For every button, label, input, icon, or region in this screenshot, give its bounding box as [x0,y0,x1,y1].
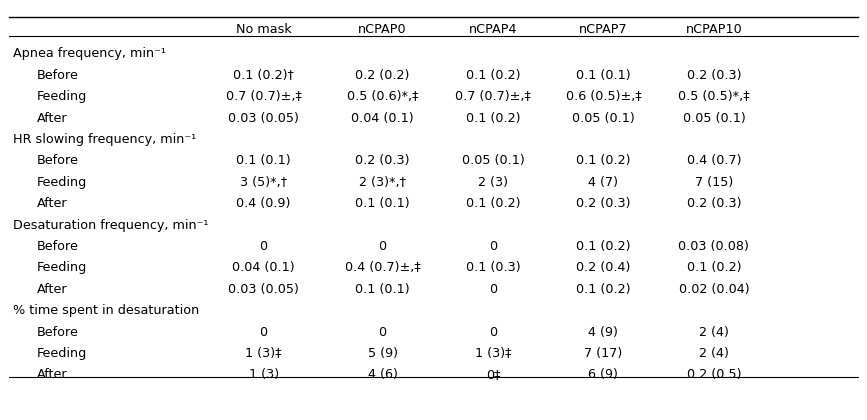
Text: nCPAP4: nCPAP4 [469,23,518,36]
Text: 0.2 (0.2): 0.2 (0.2) [355,69,410,82]
Text: 0.1 (0.2): 0.1 (0.2) [687,261,741,274]
Text: 0: 0 [259,240,268,253]
Text: 0.5 (0.5)*,‡: 0.5 (0.5)*,‡ [678,90,750,103]
Text: Feeding: Feeding [36,261,87,274]
Text: 0.1 (0.2): 0.1 (0.2) [466,69,520,82]
Text: 0.05 (0.1): 0.05 (0.1) [682,112,746,125]
Text: % time spent in desaturation: % time spent in desaturation [13,304,199,317]
Text: 0.2 (0.3): 0.2 (0.3) [687,69,741,82]
Text: 0.2 (0.3): 0.2 (0.3) [355,155,410,167]
Text: 0: 0 [489,283,497,296]
Text: Before: Before [36,240,79,253]
Text: 1 (3)‡: 1 (3)‡ [475,347,512,360]
Text: 4 (6): 4 (6) [368,368,397,381]
Text: 0.1 (0.1): 0.1 (0.1) [355,283,410,296]
Text: Before: Before [36,155,79,167]
Text: After: After [36,283,68,296]
Text: Apnea frequency, min⁻¹: Apnea frequency, min⁻¹ [13,47,166,60]
Text: 0.1 (0.2): 0.1 (0.2) [577,283,630,296]
Text: No mask: No mask [236,23,291,36]
Text: 0.1 (0.2): 0.1 (0.2) [577,240,630,253]
Text: 0.5 (0.6)*,‡: 0.5 (0.6)*,‡ [347,90,418,103]
Text: Feeding: Feeding [36,347,87,360]
Text: nCPAP7: nCPAP7 [579,23,628,36]
Text: 0.2 (0.3): 0.2 (0.3) [577,197,630,210]
Text: 0.1 (0.2): 0.1 (0.2) [466,197,520,210]
Text: 0: 0 [379,326,387,339]
Text: 0: 0 [379,240,387,253]
Text: 0.6 (0.5)±,‡: 0.6 (0.5)±,‡ [565,90,642,103]
Text: 0.1 (0.1): 0.1 (0.1) [236,155,291,167]
Text: 0‡: 0‡ [486,368,500,381]
Text: After: After [36,368,68,381]
Text: 4 (9): 4 (9) [589,326,618,339]
Text: 2 (3)*,†: 2 (3)*,† [359,176,406,189]
Text: 7 (17): 7 (17) [584,347,623,360]
Text: 0.2 (0.4): 0.2 (0.4) [577,261,630,274]
Text: Desaturation frequency, min⁻¹: Desaturation frequency, min⁻¹ [13,218,208,231]
Text: 0: 0 [259,326,268,339]
Text: 4 (7): 4 (7) [589,176,618,189]
Text: Feeding: Feeding [36,176,87,189]
Text: 0.7 (0.7)±,‡: 0.7 (0.7)±,‡ [225,90,302,103]
Text: 0.1 (0.2): 0.1 (0.2) [466,112,520,125]
Text: 0.1 (0.1): 0.1 (0.1) [355,197,410,210]
Text: 0.03 (0.05): 0.03 (0.05) [228,112,299,125]
Text: 0.1 (0.3): 0.1 (0.3) [466,261,520,274]
Text: 0: 0 [489,326,497,339]
Text: 0.2 (0.5): 0.2 (0.5) [687,368,741,381]
Text: 5 (9): 5 (9) [368,347,398,360]
Text: 0.4 (0.9): 0.4 (0.9) [237,197,290,210]
Text: 0.02 (0.04): 0.02 (0.04) [679,283,749,296]
Text: HR slowing frequency, min⁻¹: HR slowing frequency, min⁻¹ [13,133,196,146]
Text: 6 (9): 6 (9) [589,368,618,381]
Text: 0.05 (0.1): 0.05 (0.1) [572,112,635,125]
Text: nCPAP0: nCPAP0 [358,23,407,36]
Text: After: After [36,112,68,125]
Text: 0.2 (0.3): 0.2 (0.3) [687,197,741,210]
Text: 0.7 (0.7)±,‡: 0.7 (0.7)±,‡ [455,90,531,103]
Text: 0: 0 [489,240,497,253]
Text: 0.4 (0.7): 0.4 (0.7) [687,155,741,167]
Text: Feeding: Feeding [36,90,87,103]
Text: 1 (3)‡: 1 (3)‡ [245,347,282,360]
Text: 0.4 (0.7)±,‡: 0.4 (0.7)±,‡ [345,261,420,274]
Text: 0.04 (0.1): 0.04 (0.1) [351,112,414,125]
Text: 2 (3): 2 (3) [478,176,508,189]
Text: 2 (4): 2 (4) [699,326,729,339]
Text: 2 (4): 2 (4) [699,347,729,360]
Text: 1 (3): 1 (3) [249,368,278,381]
Text: nCPAP10: nCPAP10 [686,23,742,36]
Text: 0.03 (0.08): 0.03 (0.08) [679,240,749,253]
Text: 0.1 (0.2): 0.1 (0.2) [577,155,630,167]
Text: Before: Before [36,326,79,339]
Text: 0.03 (0.05): 0.03 (0.05) [228,283,299,296]
Text: Before: Before [36,69,79,82]
Text: After: After [36,197,68,210]
Text: 7 (15): 7 (15) [694,176,733,189]
Text: 0.04 (0.1): 0.04 (0.1) [232,261,295,274]
Text: 0.1 (0.2)†: 0.1 (0.2)† [233,69,294,82]
Text: 0.1 (0.1): 0.1 (0.1) [576,69,631,82]
Text: 0.05 (0.1): 0.05 (0.1) [461,155,525,167]
Text: 3 (5)*,†: 3 (5)*,† [240,176,287,189]
